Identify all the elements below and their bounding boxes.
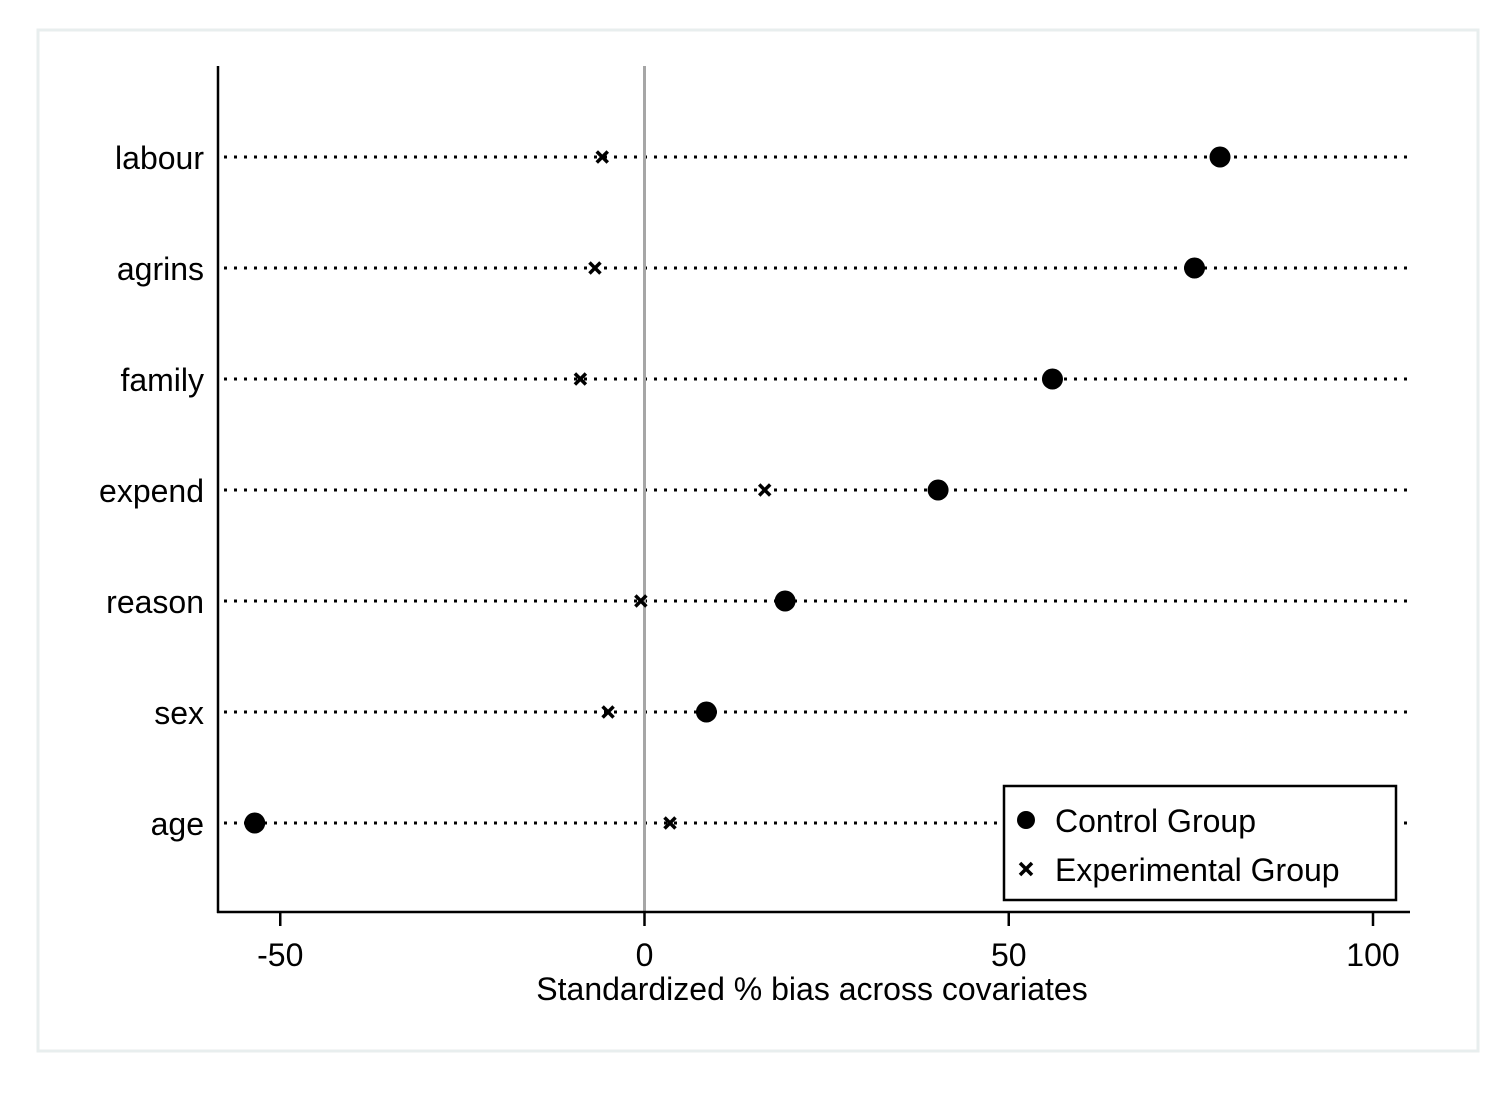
x-tick-label-0: 0 bbox=[636, 937, 654, 973]
legend-label-experimental: Experimental Group bbox=[1055, 852, 1340, 888]
experimental-point-age bbox=[663, 816, 677, 830]
x-axis-ticks: -50 0 50 100 bbox=[257, 912, 1400, 973]
category-label-age: age bbox=[151, 806, 204, 842]
control-point-reason bbox=[774, 590, 796, 612]
category-label-reason: reason bbox=[106, 584, 204, 620]
experimental-point-expend bbox=[757, 483, 772, 497]
data-markers bbox=[244, 146, 1231, 834]
control-point-family bbox=[1041, 368, 1063, 390]
x-axis-title: Standardized % bias across covariates bbox=[536, 971, 1087, 1007]
experimental-point-family bbox=[573, 372, 588, 386]
legend: Control Group Experimental Group bbox=[1002, 784, 1398, 902]
category-label-sex: sex bbox=[154, 695, 204, 731]
category-label-agrins: agrins bbox=[117, 251, 204, 287]
legend-label-control: Control Group bbox=[1055, 803, 1256, 839]
legend-circle-marker bbox=[1017, 811, 1035, 829]
x-tick-label--50: -50 bbox=[257, 937, 303, 973]
experimental-point-labour bbox=[595, 150, 609, 164]
category-label-expend: expend bbox=[99, 473, 204, 509]
control-point-labour bbox=[1209, 146, 1231, 168]
category-label-labour: labour bbox=[115, 140, 204, 176]
control-point-sex bbox=[695, 701, 717, 723]
x-tick-label-100: 100 bbox=[1346, 937, 1399, 973]
control-point-expend bbox=[927, 479, 949, 501]
experimental-point-agrins bbox=[588, 261, 602, 275]
legend-x-marker bbox=[1018, 861, 1034, 877]
experimental-point-reason bbox=[634, 594, 648, 608]
x-tick-label-50: 50 bbox=[991, 937, 1027, 973]
control-point-agrins bbox=[1184, 257, 1206, 279]
experimental-point-sex bbox=[601, 705, 615, 719]
control-point-age bbox=[244, 812, 266, 834]
category-label-family: family bbox=[120, 362, 204, 398]
legend-box bbox=[1002, 784, 1398, 902]
